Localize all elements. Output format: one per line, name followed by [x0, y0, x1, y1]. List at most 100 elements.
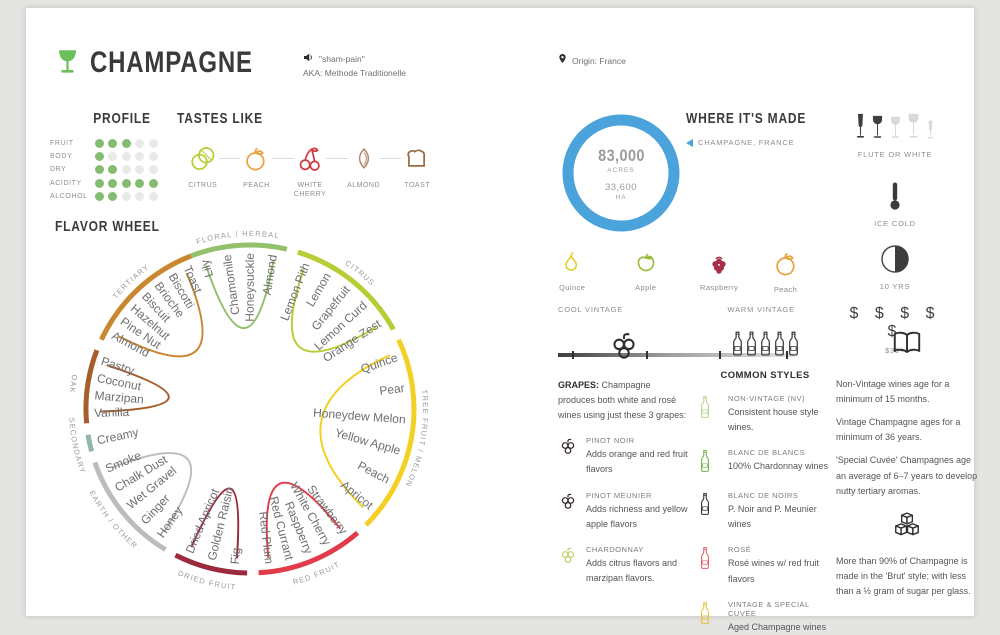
- wheel-arc-3: [258, 530, 360, 576]
- ring-icon: [562, 114, 680, 232]
- wheel-flavor-label: Yellow Apple: [333, 426, 402, 458]
- profile-dot: [121, 152, 131, 162]
- wheel-arc-7: [83, 349, 100, 424]
- warm-vintage-label: WARM VINTAGE: [727, 305, 795, 314]
- wheel-flavor-label: Red Plum: [256, 511, 276, 565]
- vintage-item-label: Peach: [773, 285, 798, 294]
- profile-row: DRY: [50, 163, 162, 176]
- taste-label: WHITE CHERRY: [293, 182, 327, 199]
- citrus-icon: [186, 143, 219, 175]
- style-desc: Aged Champagne wines: [728, 621, 827, 632]
- wheel-petal: [111, 452, 192, 533]
- grape-variety-icon: [558, 491, 580, 532]
- ha-label: HA: [615, 193, 627, 201]
- taste-label: CITRUS: [188, 182, 218, 189]
- cool-vintage-label: COOL VINTAGE: [558, 305, 624, 314]
- grape-desc: Adds orange and red fruit flavors: [586, 449, 688, 475]
- bottle-icon: [746, 330, 757, 362]
- wheel-arc-5: [92, 461, 167, 552]
- glass-dark-icon: [870, 115, 885, 145]
- wheel-arc-0: [190, 242, 288, 259]
- profile-dot: [135, 165, 145, 175]
- glass-light-icon: [924, 120, 937, 145]
- grape-entry: CHARDONNAY Adds citrus flavors and marzip…: [558, 545, 690, 586]
- wheel-flavor-label: Apricot: [338, 478, 376, 513]
- quince-icon: [558, 251, 586, 281]
- aka-label: AKA: Methode Traditionelle: [303, 68, 407, 79]
- profile-dot: [135, 152, 145, 162]
- bottle-icon: [760, 330, 771, 362]
- wheel-flavor-label: Lily: [198, 258, 217, 279]
- glass-dark-icon: [854, 113, 867, 145]
- cherry-icon: [293, 143, 326, 175]
- bottle-icon: [774, 330, 785, 362]
- wheel-petal: [118, 272, 204, 358]
- vintage-item-label: Quince: [559, 283, 586, 292]
- grape-variety-icon: [558, 545, 580, 586]
- style-desc: Consistent house style wines.: [728, 407, 819, 433]
- pronunciation: "sham-pain": [319, 54, 365, 64]
- region-row: CHAMPAGNE, FRANCE: [686, 138, 794, 147]
- grape-name: PINOT NOIR: [586, 436, 635, 446]
- pronunciation-block: "sham-pain" AKA: Methode Traditionelle: [303, 52, 406, 81]
- wheel-petal: [265, 481, 342, 558]
- wheel-flavor-label: Honeydew Melon: [313, 406, 406, 427]
- ha-value: 33,600: [604, 181, 638, 193]
- tastes-like-title: TASTES LIKE: [177, 110, 263, 127]
- style-entry: BLANC DE NOIRS P. Noir and P. Meunier win…: [700, 491, 830, 532]
- style-name: ROSÉ: [728, 545, 752, 555]
- style-bottle-icon: [700, 545, 722, 586]
- wheel-petal: [290, 268, 377, 353]
- taste-item: ALMOND: [337, 143, 391, 200]
- taste-item: PEACH: [230, 143, 284, 200]
- wheel-flavor-label: Marzipan: [94, 388, 144, 406]
- grape-bunch-icon: [558, 330, 690, 369]
- wheel-category-label: TREE FRUIT / MELON: [403, 389, 430, 489]
- style-entry: NON-VINTAGE (NV) Consistent house style w…: [700, 394, 830, 435]
- flavor-wheel-title: FLAVOR WHEEL: [55, 218, 160, 235]
- vintage-item: Peach: [754, 249, 818, 294]
- wheel-arc-6: [85, 434, 95, 453]
- profile-dot: [148, 165, 158, 175]
- glassware-label: FLUTE OR WHITE: [857, 150, 933, 159]
- profile-dot: [121, 178, 131, 188]
- glass-light-icon: [888, 116, 903, 145]
- wheel-petal: [205, 260, 275, 329]
- wheel-category-label: SECONDARY: [67, 417, 88, 475]
- style-name: BLANC DE NOIRS: [728, 491, 799, 501]
- style-name: VINTAGE & SPECIAL CUVÉE: [728, 599, 810, 618]
- thermometer-icon: [840, 181, 950, 216]
- taste-label: ALMOND: [347, 182, 381, 189]
- book-icon: [836, 328, 978, 363]
- aging-column: Non-Vintage wines age for a minimum of 1…: [836, 328, 978, 599]
- profile-dot: [108, 165, 118, 175]
- vintage-tick: [719, 350, 722, 359]
- glassware-icons: [840, 113, 950, 145]
- profile-row: ACIDITY: [50, 177, 162, 190]
- grapes-intro: GRAPES: Champagne produces both white an…: [558, 380, 687, 421]
- profile-dot: [95, 152, 104, 162]
- wheel-flavor-label: Quince: [359, 350, 400, 376]
- aging-paragraph: Non-Vintage wines age for a minimum of 1…: [836, 379, 950, 405]
- style-bottle-icon: [700, 448, 722, 478]
- region-label: CHAMPAGNE, FRANCE: [698, 138, 795, 147]
- style-desc: Rosé wines w/ red fruit flavors: [728, 558, 820, 584]
- grapes-column: GRAPES: Champagne produces both white an…: [558, 330, 690, 586]
- almond-icon: [347, 143, 380, 175]
- style-desc: P. Noir and P. Meunier wines: [728, 504, 817, 530]
- peach-icon: [771, 252, 801, 283]
- profile-row: BODY: [50, 150, 162, 163]
- toast-icon: [401, 143, 434, 175]
- profile-row: ALCOHOL: [50, 190, 162, 203]
- vintage-tick: [785, 350, 788, 359]
- profile-dot: [95, 178, 104, 188]
- vintage-scale: Quince Apple Raspberry Peach: [558, 249, 797, 294]
- age-label: 10 YRS: [879, 282, 911, 291]
- vintage-tick: [645, 350, 648, 359]
- grape-desc: Adds richness and yellow apple flavors: [586, 503, 688, 529]
- taste-item: WHITE CHERRY: [283, 143, 337, 200]
- wheel-arc-4: [174, 552, 248, 576]
- profile-dot: [148, 178, 158, 188]
- bottle-icon: [732, 330, 743, 362]
